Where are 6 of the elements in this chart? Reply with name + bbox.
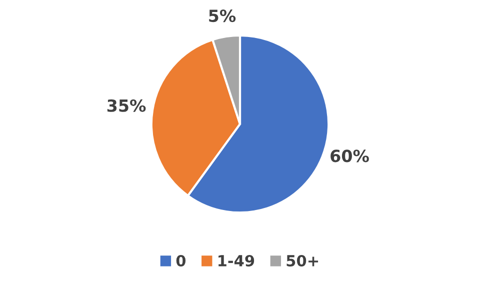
data-label: 60% xyxy=(330,150,369,162)
legend-label: 0 xyxy=(176,254,186,267)
data-label: 35% xyxy=(107,99,146,112)
data-label: 5% xyxy=(209,10,236,22)
legend-label: 50+ xyxy=(286,254,318,267)
legend-label: 1-49 xyxy=(218,254,254,267)
